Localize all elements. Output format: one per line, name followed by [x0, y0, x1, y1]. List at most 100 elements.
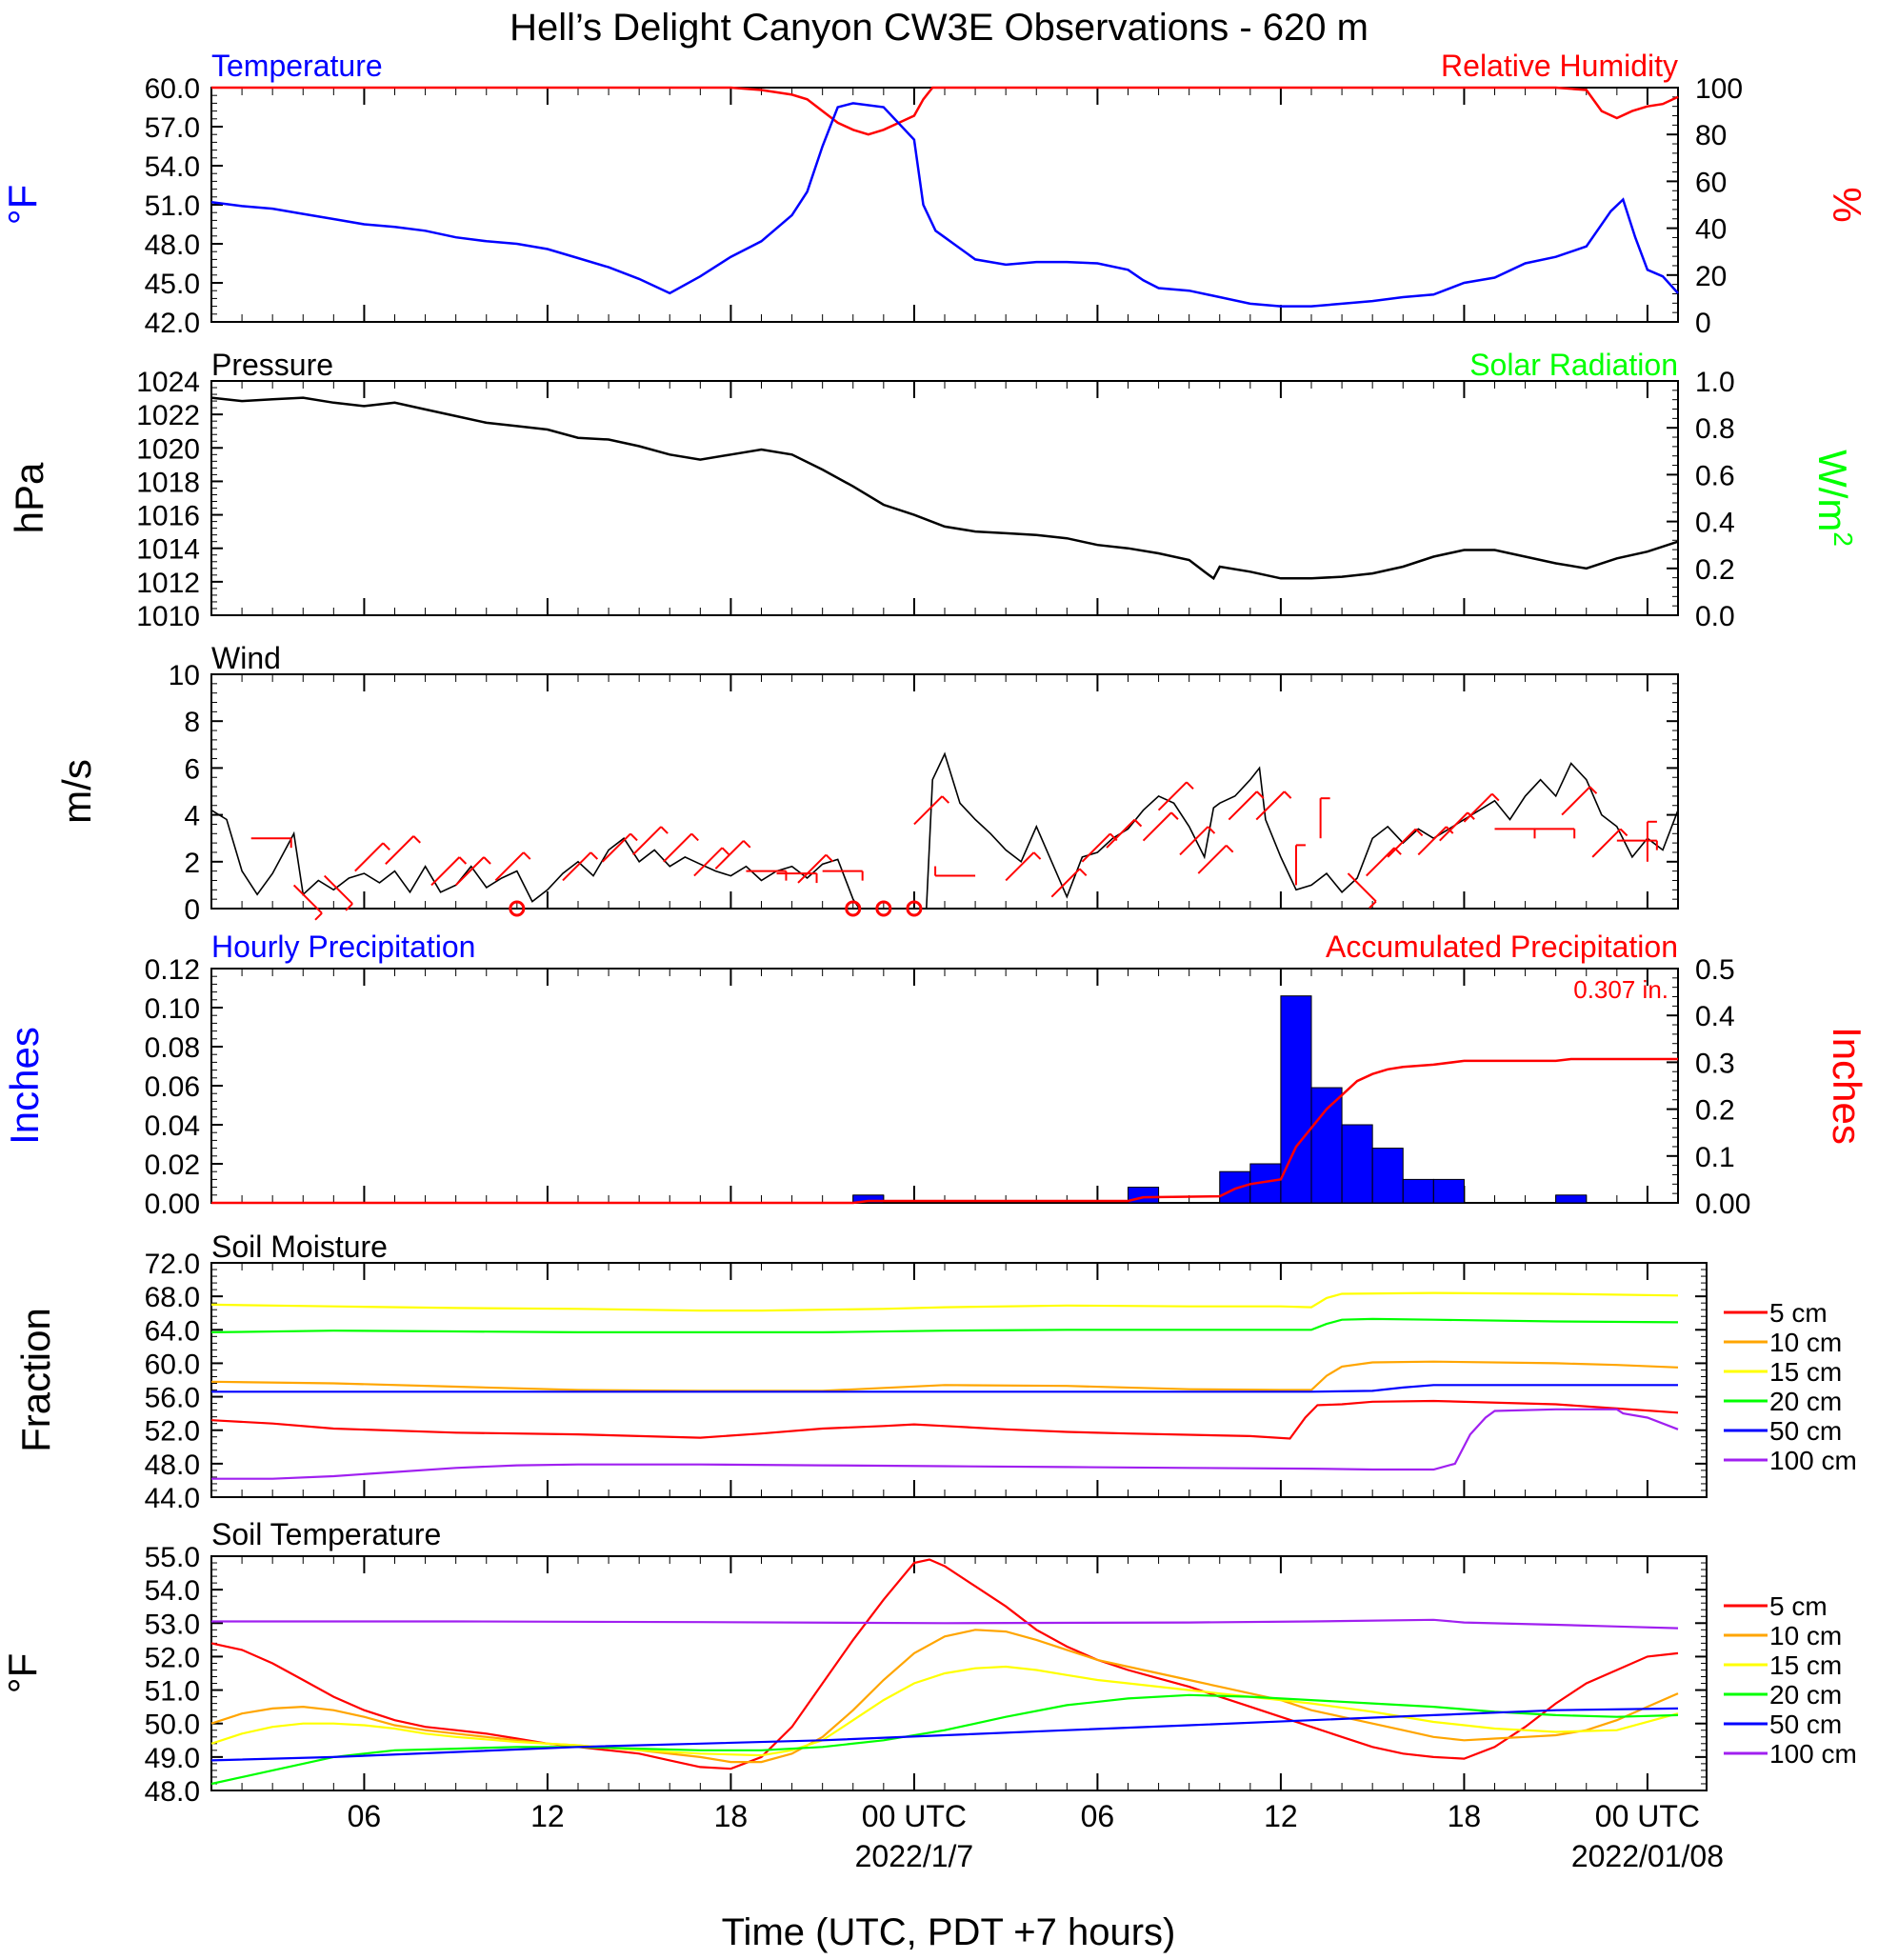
accum-precip-tick-label: 0.4: [1695, 1001, 1735, 1032]
legend-label: 100 cm: [1769, 1446, 1857, 1475]
wind-barb: [1366, 847, 1395, 877]
soil-moisture-tick-label: 48.0: [145, 1450, 200, 1481]
wind-barb: [1142, 811, 1172, 842]
wind-barb-flag: [1414, 828, 1424, 837]
soil-moisture-lines: [210, 1291, 1679, 1480]
temperature-panel: Temperature Relative Humidity °F % 42.04…: [0, 49, 1869, 339]
accum-precip-y-ticks: 0.00 0.1 0.2 0.3 0.4 0.5: [1667, 954, 1750, 1220]
pressure-tick-label: 1010: [136, 601, 200, 632]
humidity-tick-label: 20: [1695, 261, 1727, 292]
depth-line-50cm: [210, 1707, 1679, 1762]
legend-label: 5 cm: [1769, 1298, 1828, 1328]
wind-barb-flag: [743, 840, 751, 849]
x-date-label: 2022/01/08: [1571, 1839, 1724, 1873]
wind-barb-flag: [345, 903, 353, 911]
wind-barb: [324, 874, 353, 905]
wind-calm-marker: [875, 900, 892, 917]
solar-ylabel-exponent: 2: [1828, 531, 1858, 547]
pressure-tick-label: 1018: [136, 467, 200, 498]
wind-right-minor-ticks: [1667, 673, 1678, 910]
wind-tick-label: 4: [184, 801, 200, 832]
soil-temperature-tick-label: 54.0: [145, 1575, 200, 1607]
soil-temperature-y-ticks: 48.049.050.051.052.053.054.055.0: [145, 1542, 223, 1808]
wind-barb: [430, 856, 461, 887]
soil-moisture-tick-label: 52.0: [145, 1416, 200, 1448]
wind-barb: [1591, 828, 1622, 858]
depth-line-100cm: [211, 1408, 1679, 1480]
solar-tick-label: 0.2: [1695, 554, 1735, 586]
hourly-precip-tick-label: 0.04: [145, 1110, 200, 1142]
solar-tick-label: 0.4: [1695, 508, 1735, 539]
wind-barb-flag: [458, 856, 468, 865]
wind-barb: [354, 842, 384, 872]
wind-barb-flag: [483, 856, 491, 865]
wind-barb-flag: [314, 912, 323, 921]
humidity-tick-label: 40: [1695, 214, 1727, 246]
wind-calm-marker: [509, 900, 526, 917]
wind-barb-flag: [825, 853, 834, 863]
precip-total-label: 0.307 in.: [1573, 975, 1668, 1004]
soil-moisture-tick-label: 44.0: [145, 1483, 200, 1514]
temperature-ylabel: °F: [0, 185, 45, 225]
solar-tick-label: 0.8: [1695, 413, 1735, 445]
humidity-y-ticks: 0 20 40 60 80 100: [1667, 73, 1743, 339]
wind-x-ticks: [241, 674, 1648, 909]
hourly-precip-bars: [852, 995, 1588, 1204]
pressure-tick-label: 1020: [136, 433, 200, 465]
wind-barb-flag: [1588, 786, 1598, 794]
depth-line-20cm: [210, 1693, 1679, 1786]
soil-moisture-x-ticks: [241, 1263, 1648, 1497]
legend-label: 20 cm: [1769, 1680, 1842, 1710]
wind-barb-flag: [1283, 790, 1292, 799]
wind-barb: [601, 832, 631, 863]
wind-barb-flag: [660, 826, 669, 834]
pressure-tick-label: 1016: [136, 501, 200, 532]
wind-barbs: [250, 781, 1658, 921]
temperature-tick-label: 45.0: [145, 269, 200, 300]
temperature-tick-label: 48.0: [145, 230, 200, 261]
hourly-precip-title: Hourly Precipitation: [211, 930, 475, 964]
x-tick-label: 06: [1081, 1799, 1115, 1833]
soil-temperature-tick-label: 52.0: [145, 1642, 200, 1673]
pressure-tick-label: 1014: [136, 534, 200, 566]
legend-label: 10 cm: [1769, 1328, 1842, 1357]
wind-barb-flag: [382, 842, 390, 850]
wind-barb: [1005, 851, 1035, 882]
wind-tick-label: 8: [184, 707, 200, 738]
wind-barb: [663, 832, 692, 863]
humidity-ylabel: %: [1825, 187, 1869, 222]
solar-tick-label: 0.6: [1695, 460, 1735, 491]
wind-barb-flag: [941, 795, 950, 804]
solar-ylabel-unit: W/m: [1810, 450, 1855, 531]
wind-barb: [1417, 826, 1448, 856]
soil-temperature-ylabel: °F: [0, 1653, 45, 1693]
wind-barb-flag: [629, 832, 638, 842]
accum-precip-tick-label: 0.00: [1695, 1189, 1750, 1220]
wind-barb: [1179, 826, 1209, 856]
depth-line-10cm: [210, 1629, 1679, 1764]
wind-barb-flag: [690, 832, 699, 842]
humidity-tick-label: 0: [1695, 308, 1711, 339]
hourly-precip-tick-label: 0.08: [145, 1032, 200, 1064]
wind-barb: [454, 856, 485, 887]
wind-barb-flag: [523, 851, 531, 860]
humidity-tick-label: 60: [1695, 167, 1727, 198]
precipitation-x-ticks: [241, 969, 1648, 1203]
x-tick-label: 18: [1448, 1799, 1482, 1833]
wind-ylabel: m/s: [54, 759, 99, 824]
wind-barb: [693, 847, 724, 877]
wind-title: Wind: [211, 641, 281, 675]
pressure-title: Pressure: [211, 348, 333, 382]
soil-temperature-tick-label: 50.0: [145, 1710, 200, 1741]
x-tick-label: 12: [1264, 1799, 1298, 1833]
pressure-panel: Pressure Solar Radiation hPa W/m2 101010…: [7, 348, 1858, 632]
wind-barb-flag: [721, 847, 730, 855]
temperature-y-ticks: 42.0 45.0 48.0 51.0 54.0 57.0 60.0: [145, 73, 223, 339]
soil-moisture-tick-label: 60.0: [145, 1349, 200, 1380]
hourly-precip-tick-label: 0.02: [145, 1150, 200, 1181]
legend-label: 15 cm: [1769, 1650, 1842, 1680]
x-tick-label: 06: [348, 1799, 382, 1833]
precipitation-panel: Hourly Precipitation Accumulated Precipi…: [2, 930, 1869, 1220]
hourly-precip-tick-label: 0.06: [145, 1071, 200, 1103]
